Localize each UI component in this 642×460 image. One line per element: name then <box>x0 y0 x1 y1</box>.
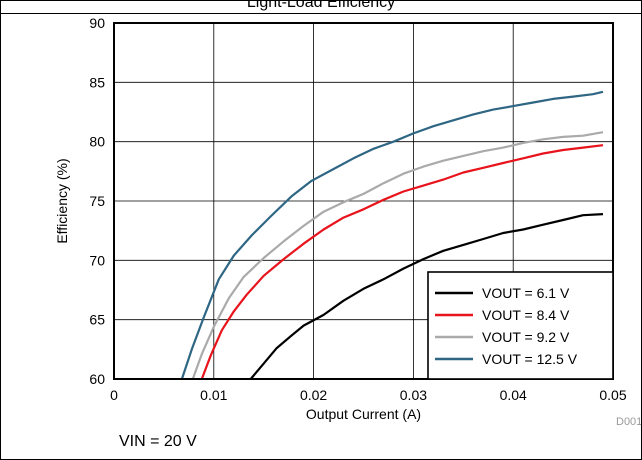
x-tick-label: 0.03 <box>400 387 427 403</box>
y-tick-label: 85 <box>89 74 105 90</box>
legend-label: VOUT = 6.1 V <box>482 285 570 301</box>
y-tick-label: 60 <box>89 371 105 387</box>
legend: VOUT = 6.1 V VOUT = 8.4 V VOUT = 9.2 V VOUT… <box>427 271 614 380</box>
y-tick-label: 80 <box>89 134 105 150</box>
legend-label: VOUT = 9.2 V <box>482 329 570 345</box>
y-axis-label: Efficiency (%) <box>54 158 70 243</box>
x-tick-label: 0.02 <box>300 387 327 403</box>
title-bar: Light-Load Efficiency <box>1 1 641 14</box>
legend-label: VOUT = 8.4 V <box>482 307 570 323</box>
y-tick-label: 70 <box>89 252 105 268</box>
series-line <box>249 213 604 380</box>
x-tick-label: 0.05 <box>599 387 626 403</box>
x-tick-label: 0 <box>110 387 118 403</box>
legend-box <box>427 271 614 380</box>
legend-label: VOUT = 12.5 V <box>482 351 578 367</box>
series-line <box>200 144 604 380</box>
figure-id: D001 <box>616 416 641 428</box>
y-tick-label: 90 <box>89 15 105 31</box>
plot-border <box>113 22 614 380</box>
series-layer <box>180 90 604 380</box>
y-tick-label: 75 <box>89 193 105 209</box>
series-line <box>180 90 604 380</box>
series-line <box>191 131 604 380</box>
x-tick-label: 0.04 <box>500 387 527 403</box>
y-tick-label: 65 <box>89 312 105 328</box>
tick-labels: 0 0.01 0.02 0.03 0.04 0.05 60 65 70 75 80 85 90 <box>89 15 626 403</box>
x-axis-label: Output Current (A) <box>306 406 421 422</box>
input-voltage-note: VIN = 20 V <box>119 433 197 450</box>
chart-title: Light-Load Efficiency <box>246 1 396 11</box>
x-tick-label: 0.01 <box>200 387 227 403</box>
